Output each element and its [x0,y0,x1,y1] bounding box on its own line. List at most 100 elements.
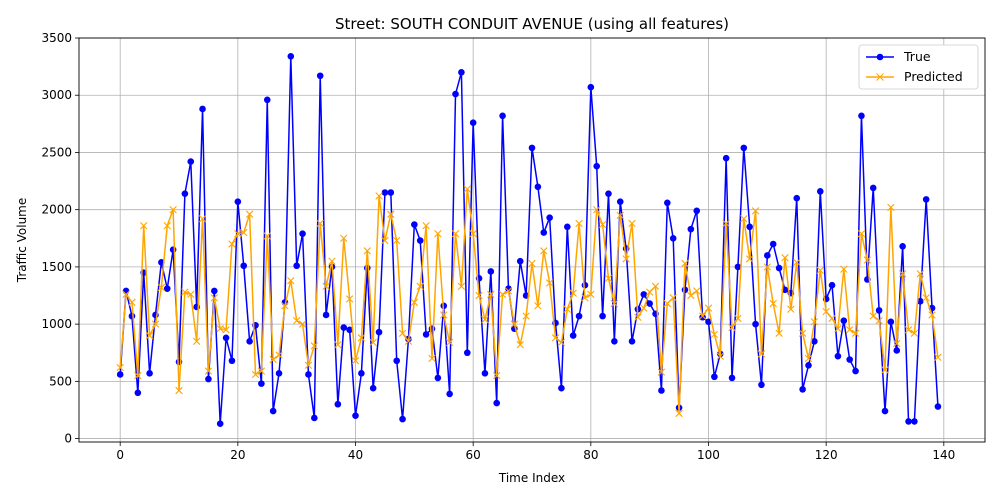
data-point-true [558,384,565,392]
data-point-predicted [616,211,624,220]
x-tick-label: 60 [466,448,481,462]
data-point-predicted [675,409,683,418]
data-point-true [664,199,671,207]
data-point-true [793,194,801,202]
data-point-predicted [581,294,589,302]
legend-predicted-marker [876,73,884,81]
data-point-predicted [481,315,489,324]
data-point-predicted [604,274,613,283]
data-point-predicted [551,334,560,342]
data-point-predicted [593,205,601,214]
data-point-true [752,320,759,328]
data-point-true [375,328,383,336]
data-point-predicted [345,295,354,303]
data-point-true [869,184,877,192]
data-point-predicted [663,299,672,308]
data-point-true [681,286,689,294]
data-point-predicted [904,326,913,334]
y-axis-title: Traffic Volume [15,198,29,284]
data-point-predicted [775,329,783,337]
data-point-predicted [587,290,595,299]
data-point-predicted [275,351,283,359]
data-point-predicted [463,185,471,193]
data-point-true [734,263,742,271]
data-point-true [534,183,542,191]
y-tick-label: 3000 [41,88,72,102]
grid [79,37,985,442]
y-tick-label: 3500 [41,31,72,45]
data-point-true [234,198,242,205]
data-point-true [416,237,424,244]
data-point-predicted [704,304,713,312]
data-point-true [834,352,842,360]
data-point-true [764,252,771,259]
data-point-true [769,240,777,248]
data-point-true [758,381,765,389]
data-point-true [322,311,330,319]
data-point-true [875,307,883,314]
legend-box [858,44,979,90]
data-point-predicted [693,287,701,295]
data-point-predicted [598,220,607,229]
data-point-true [340,324,348,331]
legend: True Predicted [858,44,979,90]
data-point-true [605,190,612,197]
data-point-true [569,332,577,339]
data-point-predicted [498,290,507,299]
data-point-true [334,400,342,408]
data-point-true [434,374,442,382]
data-point-predicted [745,255,754,263]
data-point-true [587,83,595,91]
x-tick-label: 80 [583,448,598,462]
data-point-predicted [151,320,160,328]
data-point-predicted [910,329,919,337]
data-point-true [816,188,824,195]
data-point-predicted [140,222,148,230]
data-point-predicted [122,290,130,299]
data-point-true [540,229,548,236]
data-point-true [581,281,589,289]
data-point-true [469,119,477,126]
data-point-predicted [634,313,642,321]
x-tick-label: 140 [932,448,955,462]
data-point-true [646,300,653,307]
data-point-predicted [175,386,183,395]
y-tick-label: 0 [64,432,72,446]
data-point-predicted [387,210,395,218]
data-point-true [463,349,471,357]
data-point-true [487,268,495,275]
data-point-true [893,347,901,354]
data-point-true [263,96,271,104]
data-point-predicted [569,289,577,297]
data-point-true [211,287,218,295]
data-point-true [528,144,536,152]
data-point-predicted [445,338,454,347]
data-point-predicted [187,290,195,299]
data-point-predicted [734,314,742,323]
data-point-true [505,285,512,292]
data-point-predicted [116,363,124,372]
data-point-true [811,337,818,345]
series-true [116,53,942,427]
legend-predicted-label: Predicted [904,69,963,84]
data-point-true [575,312,583,320]
data-point-true [399,415,406,423]
data-point-true [187,158,195,165]
data-point-predicted [210,294,219,302]
data-point-predicted [528,259,536,268]
data-point-predicted [857,230,866,238]
plot-area-frame [78,37,986,443]
data-point-predicted [610,299,619,308]
data-point-true [658,387,665,394]
data-point-true [311,414,318,422]
data-point-true [493,399,501,407]
data-point-predicted [893,339,901,348]
data-point-predicted [875,316,883,325]
data-point-true [411,221,418,228]
x-axis-title: Time Index [498,471,565,485]
data-point-predicted [240,228,248,237]
data-point-true [728,374,736,382]
data-point-predicted [493,371,501,380]
series-predicted [116,185,942,418]
